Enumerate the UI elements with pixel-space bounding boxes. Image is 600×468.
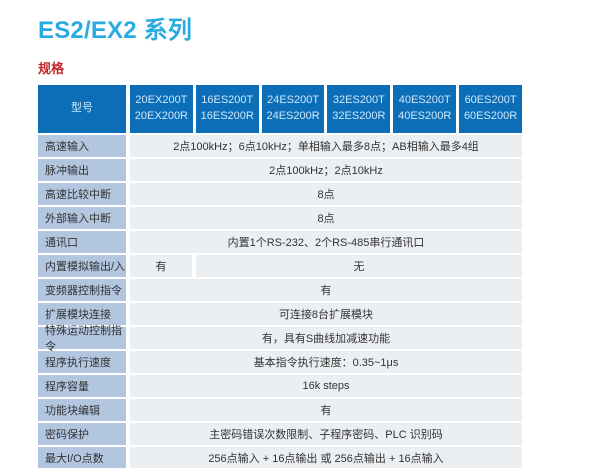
- model-name-line2: 20EX200R: [134, 110, 189, 122]
- table-header-row: 型号 20EX200T 20EX200R 16ES200T 16ES200R 2…: [38, 85, 522, 133]
- spec-value: 16k steps: [130, 375, 522, 397]
- spec-label: 特殊运动控制指令: [38, 325, 126, 353]
- spec-label: 扩展模块连接: [38, 303, 126, 325]
- model-name-line2: 60ES200R: [463, 110, 518, 122]
- spec-label: 密码保护: [38, 423, 126, 445]
- model-name-line2: 24ES200R: [266, 110, 320, 122]
- spec-label: 内置模拟输出/入: [38, 255, 126, 277]
- model-column-header-5: 40ES200T 40ES200R: [393, 85, 457, 133]
- model-column-header-1: 20EX200T 20EX200R: [130, 85, 193, 133]
- spec-row-program-capacity: 程序容量 16k steps: [38, 375, 522, 397]
- spec-value: 256点输入 + 16点输出 或 256点输出 + 16点输入: [130, 447, 522, 468]
- spec-value-other-models: 无: [196, 255, 522, 277]
- spec-value: 内置1个RS-232、2个RS-485串行通讯口: [130, 231, 522, 253]
- spec-row-comm-port: 通讯口 内置1个RS-232、2个RS-485串行通讯口: [38, 231, 522, 253]
- spec-label: 变频器控制指令: [38, 279, 126, 301]
- spec-value: 2点100kHz；2点10kHz: [130, 159, 522, 181]
- spec-value: 8点: [130, 207, 522, 229]
- spec-label: 功能块编辑: [38, 399, 126, 421]
- spec-value-first-model: 有: [130, 255, 192, 277]
- model-header-cell: 型号: [38, 85, 126, 133]
- spec-value: 有，具有S曲线加减速功能: [130, 327, 522, 349]
- model-name-line1: 32ES200T: [332, 94, 385, 107]
- model-name-line2: 16ES200R: [200, 110, 254, 122]
- model-column-header-4: 32ES200T 32ES200R: [327, 85, 391, 133]
- spec-label: 程序执行速度: [38, 351, 126, 373]
- model-name-line1: 40ES200T: [398, 94, 451, 107]
- spec-row-function-block-editing: 功能块编辑 有: [38, 399, 522, 421]
- spec-label: 最大I/O点数: [38, 447, 126, 468]
- spec-label: 脉冲输出: [38, 159, 126, 181]
- model-name-line1: 60ES200T: [464, 94, 517, 107]
- spec-row-builtin-analog-io: 内置模拟输出/入 有 无: [38, 255, 522, 277]
- spec-label: 高速比较中断: [38, 183, 126, 205]
- model-name-line1: 24ES200T: [267, 94, 320, 107]
- spec-label: 程序容量: [38, 375, 126, 397]
- spec-row-high-speed-input: 高速输入 2点100kHz；6点10kHz；单相输入最多8点；AB相输入最多4组: [38, 135, 522, 157]
- spec-row-max-io-points: 最大I/O点数 256点输入 + 16点输出 或 256点输出 + 16点输入: [38, 447, 522, 468]
- section-heading: 规格: [38, 61, 65, 76]
- spec-value: 有: [130, 399, 522, 421]
- spec-row-password-protection: 密码保护 主密码错误次数限制、子程序密码、PLC 识别码: [38, 423, 522, 445]
- spec-value: 8点: [130, 183, 522, 205]
- spec-row-external-input-interrupt: 外部输入中断 8点: [38, 207, 522, 229]
- spec-table: 型号 20EX200T 20EX200R 16ES200T 16ES200R 2…: [38, 85, 522, 468]
- page-title: ES2/EX2 系列: [38, 17, 193, 44]
- model-name-line2: 32ES200R: [332, 110, 386, 122]
- spec-row-inverter-control-instructions: 变频器控制指令 有: [38, 279, 522, 301]
- spec-row-program-execution-speed: 程序执行速度 基本指令执行速度：0.35~1μs: [38, 351, 522, 373]
- spec-label: 通讯口: [38, 231, 126, 253]
- spec-value: 可连接8台扩展模块: [130, 303, 522, 325]
- spec-value: 基本指令执行速度：0.35~1μs: [130, 351, 522, 373]
- spec-value: 主密码错误次数限制、子程序密码、PLC 识别码: [130, 423, 522, 445]
- model-column-header-3: 24ES200T 24ES200R: [261, 85, 325, 133]
- spec-row-expansion-module-connection: 扩展模块连接 可连接8台扩展模块: [38, 303, 522, 325]
- spec-row-special-motion-control-instructions: 特殊运动控制指令 有，具有S曲线加减速功能: [38, 325, 522, 353]
- model-column-header-6: 60ES200T 60ES200R: [459, 85, 522, 133]
- model-column-header-2: 16ES200T 16ES200R: [195, 85, 259, 133]
- model-name-line1: 16ES200T: [201, 94, 254, 107]
- spec-value: 有: [130, 279, 522, 301]
- spec-row-high-speed-compare-interrupt: 高速比较中断 8点: [38, 183, 522, 205]
- model-name-line1: 20EX200T: [135, 94, 188, 107]
- spec-value: 2点100kHz；6点10kHz；单相输入最多8点；AB相输入最多4组: [130, 135, 522, 157]
- spec-row-pulse-output: 脉冲输出 2点100kHz；2点10kHz: [38, 159, 522, 181]
- spec-label: 外部输入中断: [38, 207, 126, 229]
- model-name-line2: 40ES200R: [398, 110, 452, 122]
- spec-label: 高速输入: [38, 135, 126, 157]
